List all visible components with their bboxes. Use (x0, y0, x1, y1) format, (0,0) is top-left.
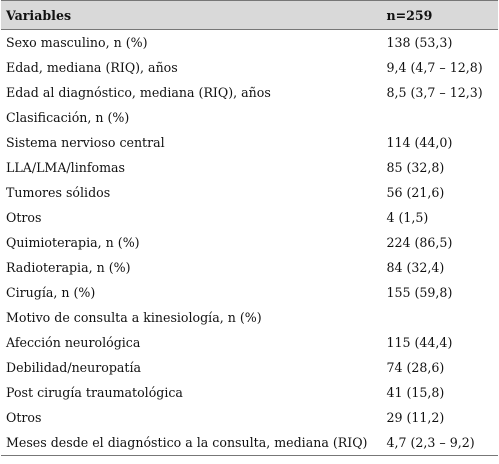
row-value (383, 305, 498, 330)
table-row: Clasificación, n (%) (1, 105, 498, 130)
table-body: Sexo masculino, n (%) 138 (53,3) Edad, me… (1, 30, 498, 456)
table-header: Variables n=259 (1, 0, 498, 30)
row-label: Afección neurológica (6, 334, 141, 350)
characteristics-table: Variables n=259 Sexo masculino, n (%) 138… (1, 0, 498, 456)
row-value: 138 (53,3) (386, 34, 453, 50)
row-label: Otros (6, 409, 42, 425)
table-row: Quimioterapia, n (%) 224 (86,5) (1, 230, 498, 255)
row-value: 56 (21,6) (386, 184, 445, 200)
row-value: 9,4 (4,7 – 12,8) (386, 59, 483, 75)
row-value: 4,7 (2,3 – 9,2) (386, 434, 475, 450)
row-label: Clasificación, n (%) (6, 109, 130, 125)
table-row: Post cirugía traumatológica 41 (15,8) (1, 380, 498, 405)
table-row: Meses desde el diagnóstico a la consulta… (1, 430, 498, 456)
row-value (383, 105, 498, 130)
table-row: Cirugía, n (%) 155 (59,8) (1, 280, 498, 305)
row-value: 8,5 (3,7 – 12,3) (386, 84, 483, 100)
row-label: Tumores sólidos (6, 184, 111, 200)
table-row: Sistema nervioso central 114 (44,0) (1, 130, 498, 155)
table-row: Radioterapia, n (%) 84 (32,4) (1, 255, 498, 280)
table-row: Edad al diagnóstico, mediana (RIQ), años… (1, 80, 498, 105)
table-row: LLA/LMA/linfomas 85 (32,8) (1, 155, 498, 180)
row-value: 41 (15,8) (386, 384, 445, 400)
row-value: 155 (59,8) (386, 284, 453, 300)
row-label: Motivo de consulta a kinesiología, n (%) (6, 309, 262, 325)
row-label: Quimioterapia, n (%) (6, 234, 140, 250)
row-label: Cirugía, n (%) (6, 284, 96, 300)
table-row: Motivo de consulta a kinesiología, n (%) (1, 305, 498, 330)
row-label: Otros (6, 209, 42, 225)
row-label: Sexo masculino, n (%) (6, 34, 148, 50)
row-label: Radioterapia, n (%) (6, 259, 131, 275)
row-label: Meses desde el diagnóstico a la consulta… (6, 434, 368, 450)
table-row: Otros 4 (1,5) (1, 205, 498, 230)
row-value: 29 (11,2) (386, 409, 445, 425)
table-row: Edad, mediana (RIQ), años 9,4 (4,7 – 12,8… (1, 55, 498, 80)
table-row: Otros 29 (11,2) (1, 405, 498, 430)
row-label: Edad al diagnóstico, mediana (RIQ), años (6, 84, 271, 100)
row-value: 115 (44,4) (386, 334, 453, 350)
table-row: Tumores sólidos 56 (21,6) (1, 180, 498, 205)
header-row: Variables n=259 (1, 0, 498, 30)
row-value: 224 (86,5) (386, 234, 453, 250)
row-value: 4 (1,5) (386, 209, 429, 225)
row-label: Edad, mediana (RIQ), años (6, 59, 178, 75)
header-variables: Variables (6, 7, 72, 23)
table-row: Sexo masculino, n (%) 138 (53,3) (1, 30, 498, 55)
row-value: 114 (44,0) (386, 134, 453, 150)
row-label: Sistema nervioso central (6, 134, 165, 150)
table-row: Debilidad/neuropatía 74 (28,6) (1, 355, 498, 380)
row-value: 74 (28,6) (386, 359, 445, 375)
table-row: Afección neurológica 115 (44,4) (1, 330, 498, 355)
row-label: Post cirugía traumatológica (6, 384, 183, 400)
row-value: 84 (32,4) (386, 259, 445, 275)
header-n: n=259 (386, 7, 433, 23)
row-label: LLA/LMA/linfomas (6, 159, 125, 175)
row-label: Debilidad/neuropatía (6, 359, 142, 375)
row-value: 85 (32,8) (386, 159, 445, 175)
